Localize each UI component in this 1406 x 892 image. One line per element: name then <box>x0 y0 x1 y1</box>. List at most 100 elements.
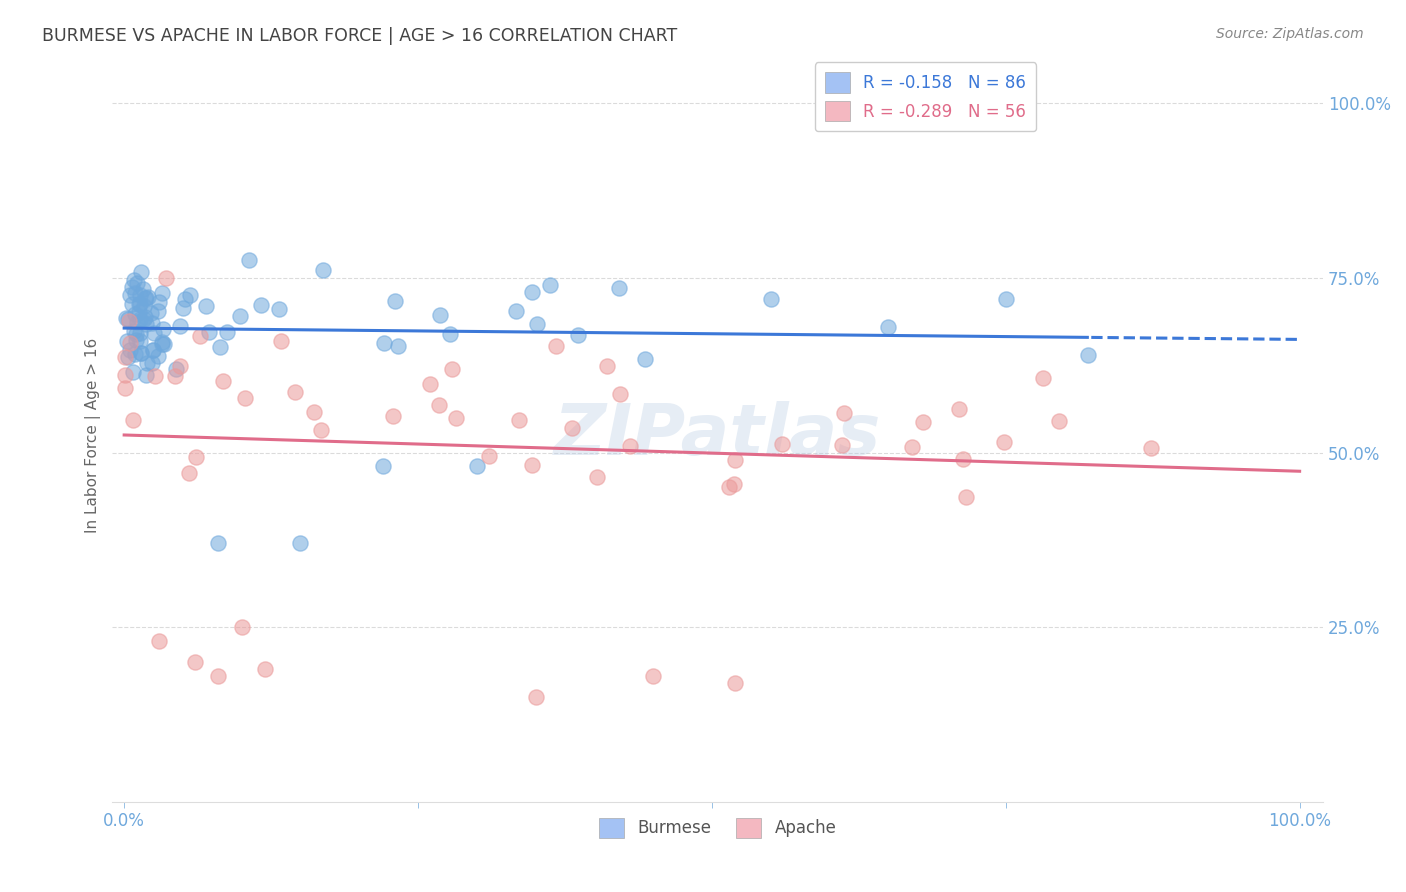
Point <box>270 334 292 348</box>
Point <box>723 476 745 491</box>
Point <box>127 276 149 290</box>
Legend: Burmese, Apache: Burmese, Apache <box>592 811 844 845</box>
Point <box>994 292 1017 306</box>
Point <box>440 362 463 376</box>
Point <box>585 469 607 483</box>
Point <box>132 299 155 313</box>
Point <box>952 452 974 467</box>
Point <box>188 329 211 343</box>
Point <box>142 343 165 357</box>
Point <box>124 285 146 300</box>
Point <box>215 325 238 339</box>
Point <box>141 306 163 320</box>
Point <box>121 365 143 379</box>
Point <box>912 415 935 429</box>
Point <box>1032 370 1054 384</box>
Point <box>207 536 229 550</box>
Point <box>150 285 173 300</box>
Point <box>146 304 169 318</box>
Point <box>169 319 191 334</box>
Point <box>169 359 191 374</box>
Point <box>179 287 201 301</box>
Point <box>209 340 232 354</box>
Point <box>128 305 150 319</box>
Point <box>831 437 853 451</box>
Point <box>120 288 142 302</box>
Point <box>129 346 152 360</box>
Point <box>284 384 307 399</box>
Point <box>142 326 165 341</box>
Point <box>152 322 174 336</box>
Point <box>118 314 141 328</box>
Point <box>877 319 900 334</box>
Point <box>384 294 406 309</box>
Point <box>634 352 657 367</box>
Point <box>118 343 141 358</box>
Point <box>152 336 174 351</box>
Point <box>1139 442 1161 456</box>
Point <box>596 359 619 374</box>
Point <box>136 355 159 369</box>
Point <box>724 453 747 467</box>
Point <box>128 296 150 310</box>
Point <box>269 302 291 317</box>
Point <box>567 328 589 343</box>
Point <box>607 281 630 295</box>
Point <box>141 316 163 330</box>
Point <box>238 252 260 267</box>
Point <box>382 409 405 423</box>
Point <box>174 292 197 306</box>
Point <box>290 536 312 550</box>
Point <box>419 376 441 391</box>
Point <box>993 435 1015 450</box>
Point <box>505 304 527 318</box>
Point <box>311 424 333 438</box>
Point <box>1047 414 1070 428</box>
Point <box>901 440 924 454</box>
Point <box>115 311 138 326</box>
Point <box>371 459 394 474</box>
Point <box>759 292 782 306</box>
Point <box>134 310 156 324</box>
Point <box>124 347 146 361</box>
Point <box>125 326 148 341</box>
Point <box>444 410 467 425</box>
Point <box>136 290 159 304</box>
Point <box>121 296 143 310</box>
Point <box>233 391 256 405</box>
Point <box>198 325 221 339</box>
Point <box>122 273 145 287</box>
Point <box>311 262 333 277</box>
Point <box>117 350 139 364</box>
Point <box>134 312 156 326</box>
Point <box>231 620 253 634</box>
Point <box>129 326 152 340</box>
Point <box>1077 348 1099 362</box>
Point <box>211 374 233 388</box>
Point <box>155 271 177 285</box>
Point <box>427 398 450 412</box>
Point <box>135 291 157 305</box>
Point <box>165 361 187 376</box>
Point <box>114 368 136 382</box>
Text: ZIPatlas: ZIPatlas <box>554 401 882 469</box>
Point <box>179 466 201 480</box>
Point <box>373 336 395 351</box>
Point <box>478 449 501 463</box>
Point <box>114 381 136 395</box>
Point <box>643 669 665 683</box>
Point <box>115 334 138 349</box>
Point <box>770 436 793 450</box>
Point <box>117 312 139 326</box>
Y-axis label: In Labor Force | Age > 16: In Labor Force | Age > 16 <box>86 337 101 533</box>
Text: BURMESE VS APACHE IN LABOR FORCE | AGE > 16 CORRELATION CHART: BURMESE VS APACHE IN LABOR FORCE | AGE >… <box>42 27 678 45</box>
Point <box>124 333 146 347</box>
Point <box>508 413 530 427</box>
Point <box>439 327 461 342</box>
Point <box>129 334 152 349</box>
Point <box>832 406 855 420</box>
Point <box>124 307 146 321</box>
Point <box>118 335 141 350</box>
Point <box>186 450 208 465</box>
Point <box>148 634 170 648</box>
